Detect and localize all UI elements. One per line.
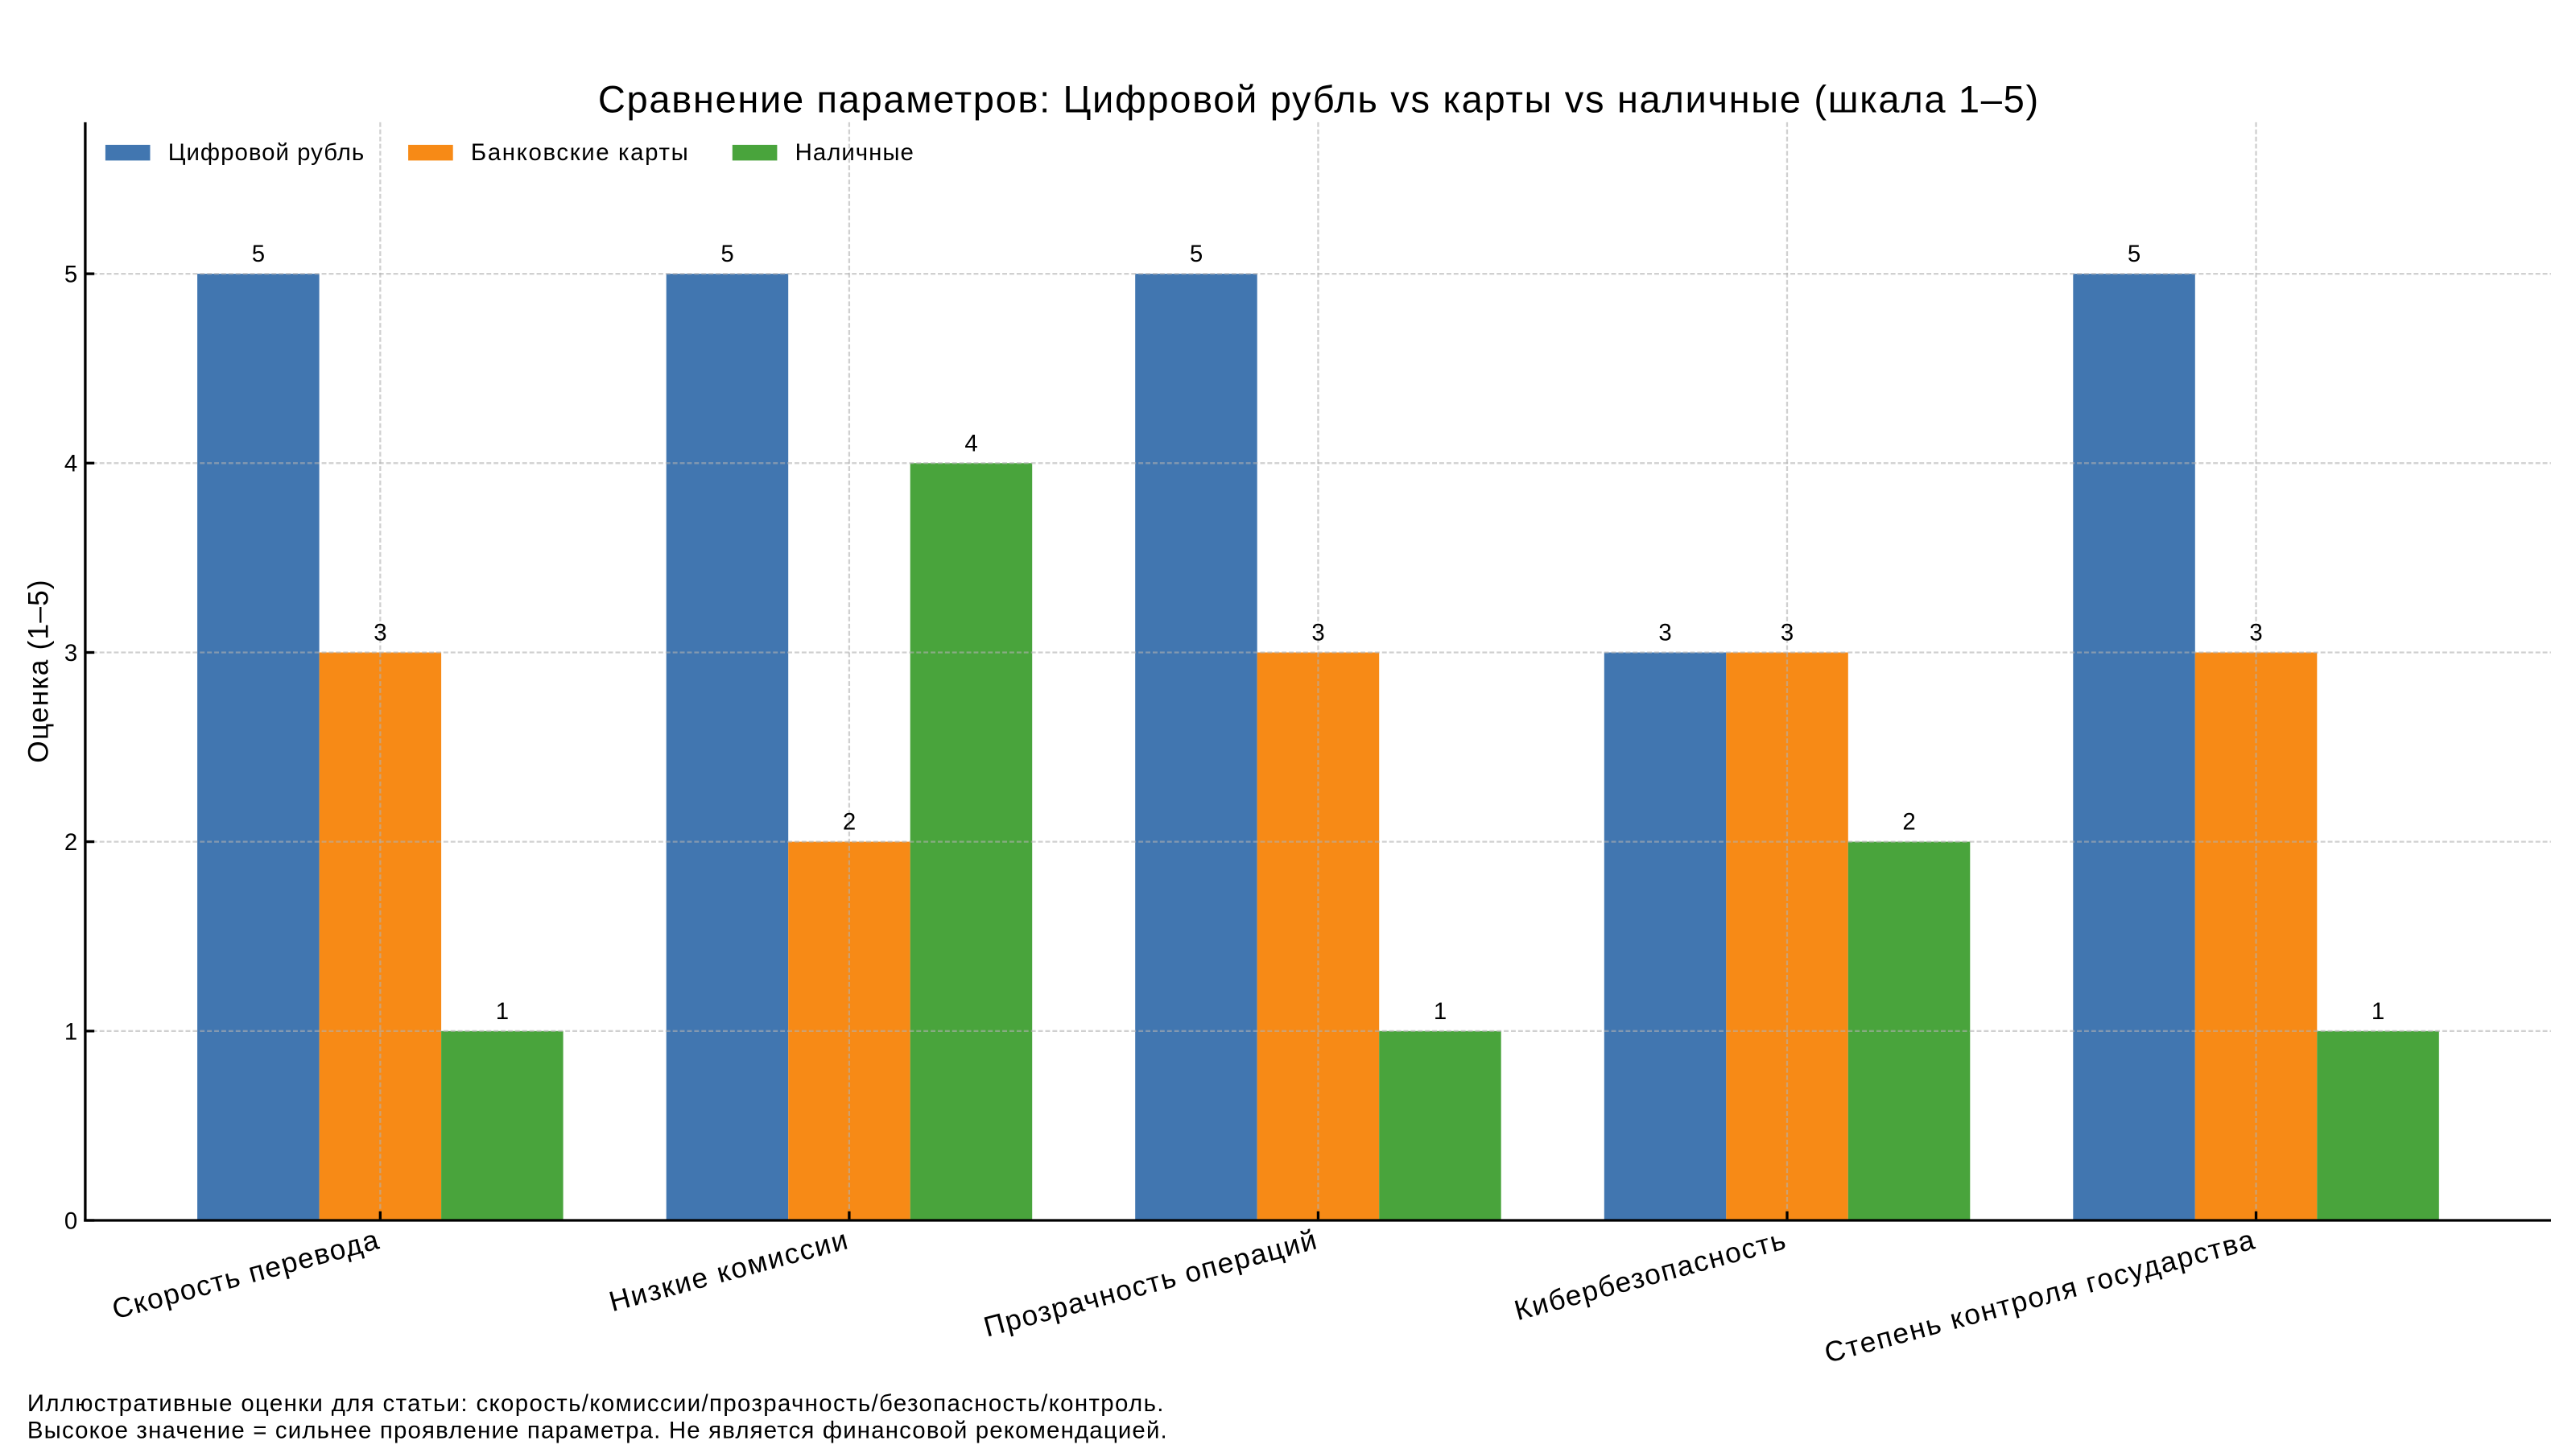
svg-text:1: 1 (64, 1018, 77, 1045)
svg-text:3: 3 (2249, 620, 2262, 646)
svg-text:2: 2 (843, 809, 856, 836)
svg-text:1: 1 (496, 998, 509, 1025)
svg-text:Банковские карты: Банковские карты (471, 139, 688, 166)
svg-text:Оценка (1–5): Оценка (1–5) (23, 580, 54, 762)
svg-text:4: 4 (64, 451, 77, 477)
svg-text:5: 5 (64, 262, 77, 288)
svg-text:5: 5 (2128, 241, 2140, 267)
svg-text:5: 5 (1190, 241, 1203, 267)
svg-text:Иллюстративные оценки для стат: Иллюстративные оценки для статьи: скорос… (27, 1390, 1164, 1417)
svg-text:3: 3 (1781, 620, 1794, 646)
svg-text:2: 2 (64, 829, 77, 856)
svg-text:5: 5 (720, 241, 733, 267)
svg-text:3: 3 (64, 640, 77, 667)
svg-text:5: 5 (252, 241, 265, 267)
svg-text:Цифровой рубль: Цифровой рубль (168, 139, 365, 166)
svg-text:Сравнение параметров: Цифровой: Сравнение параметров: Цифровой рубль vs … (598, 77, 2038, 120)
svg-text:3: 3 (1658, 620, 1671, 646)
svg-text:3: 3 (374, 620, 386, 646)
svg-text:0: 0 (64, 1208, 77, 1235)
svg-text:Наличные: Наличные (795, 139, 914, 166)
svg-text:1: 1 (2372, 998, 2384, 1025)
svg-text:Высокое значение = сильнее про: Высокое значение = сильнее проявление па… (27, 1418, 1167, 1444)
svg-text:4: 4 (964, 430, 977, 456)
svg-text:1: 1 (1434, 998, 1447, 1025)
svg-text:3: 3 (1311, 620, 1324, 646)
svg-text:2: 2 (1902, 809, 1915, 836)
